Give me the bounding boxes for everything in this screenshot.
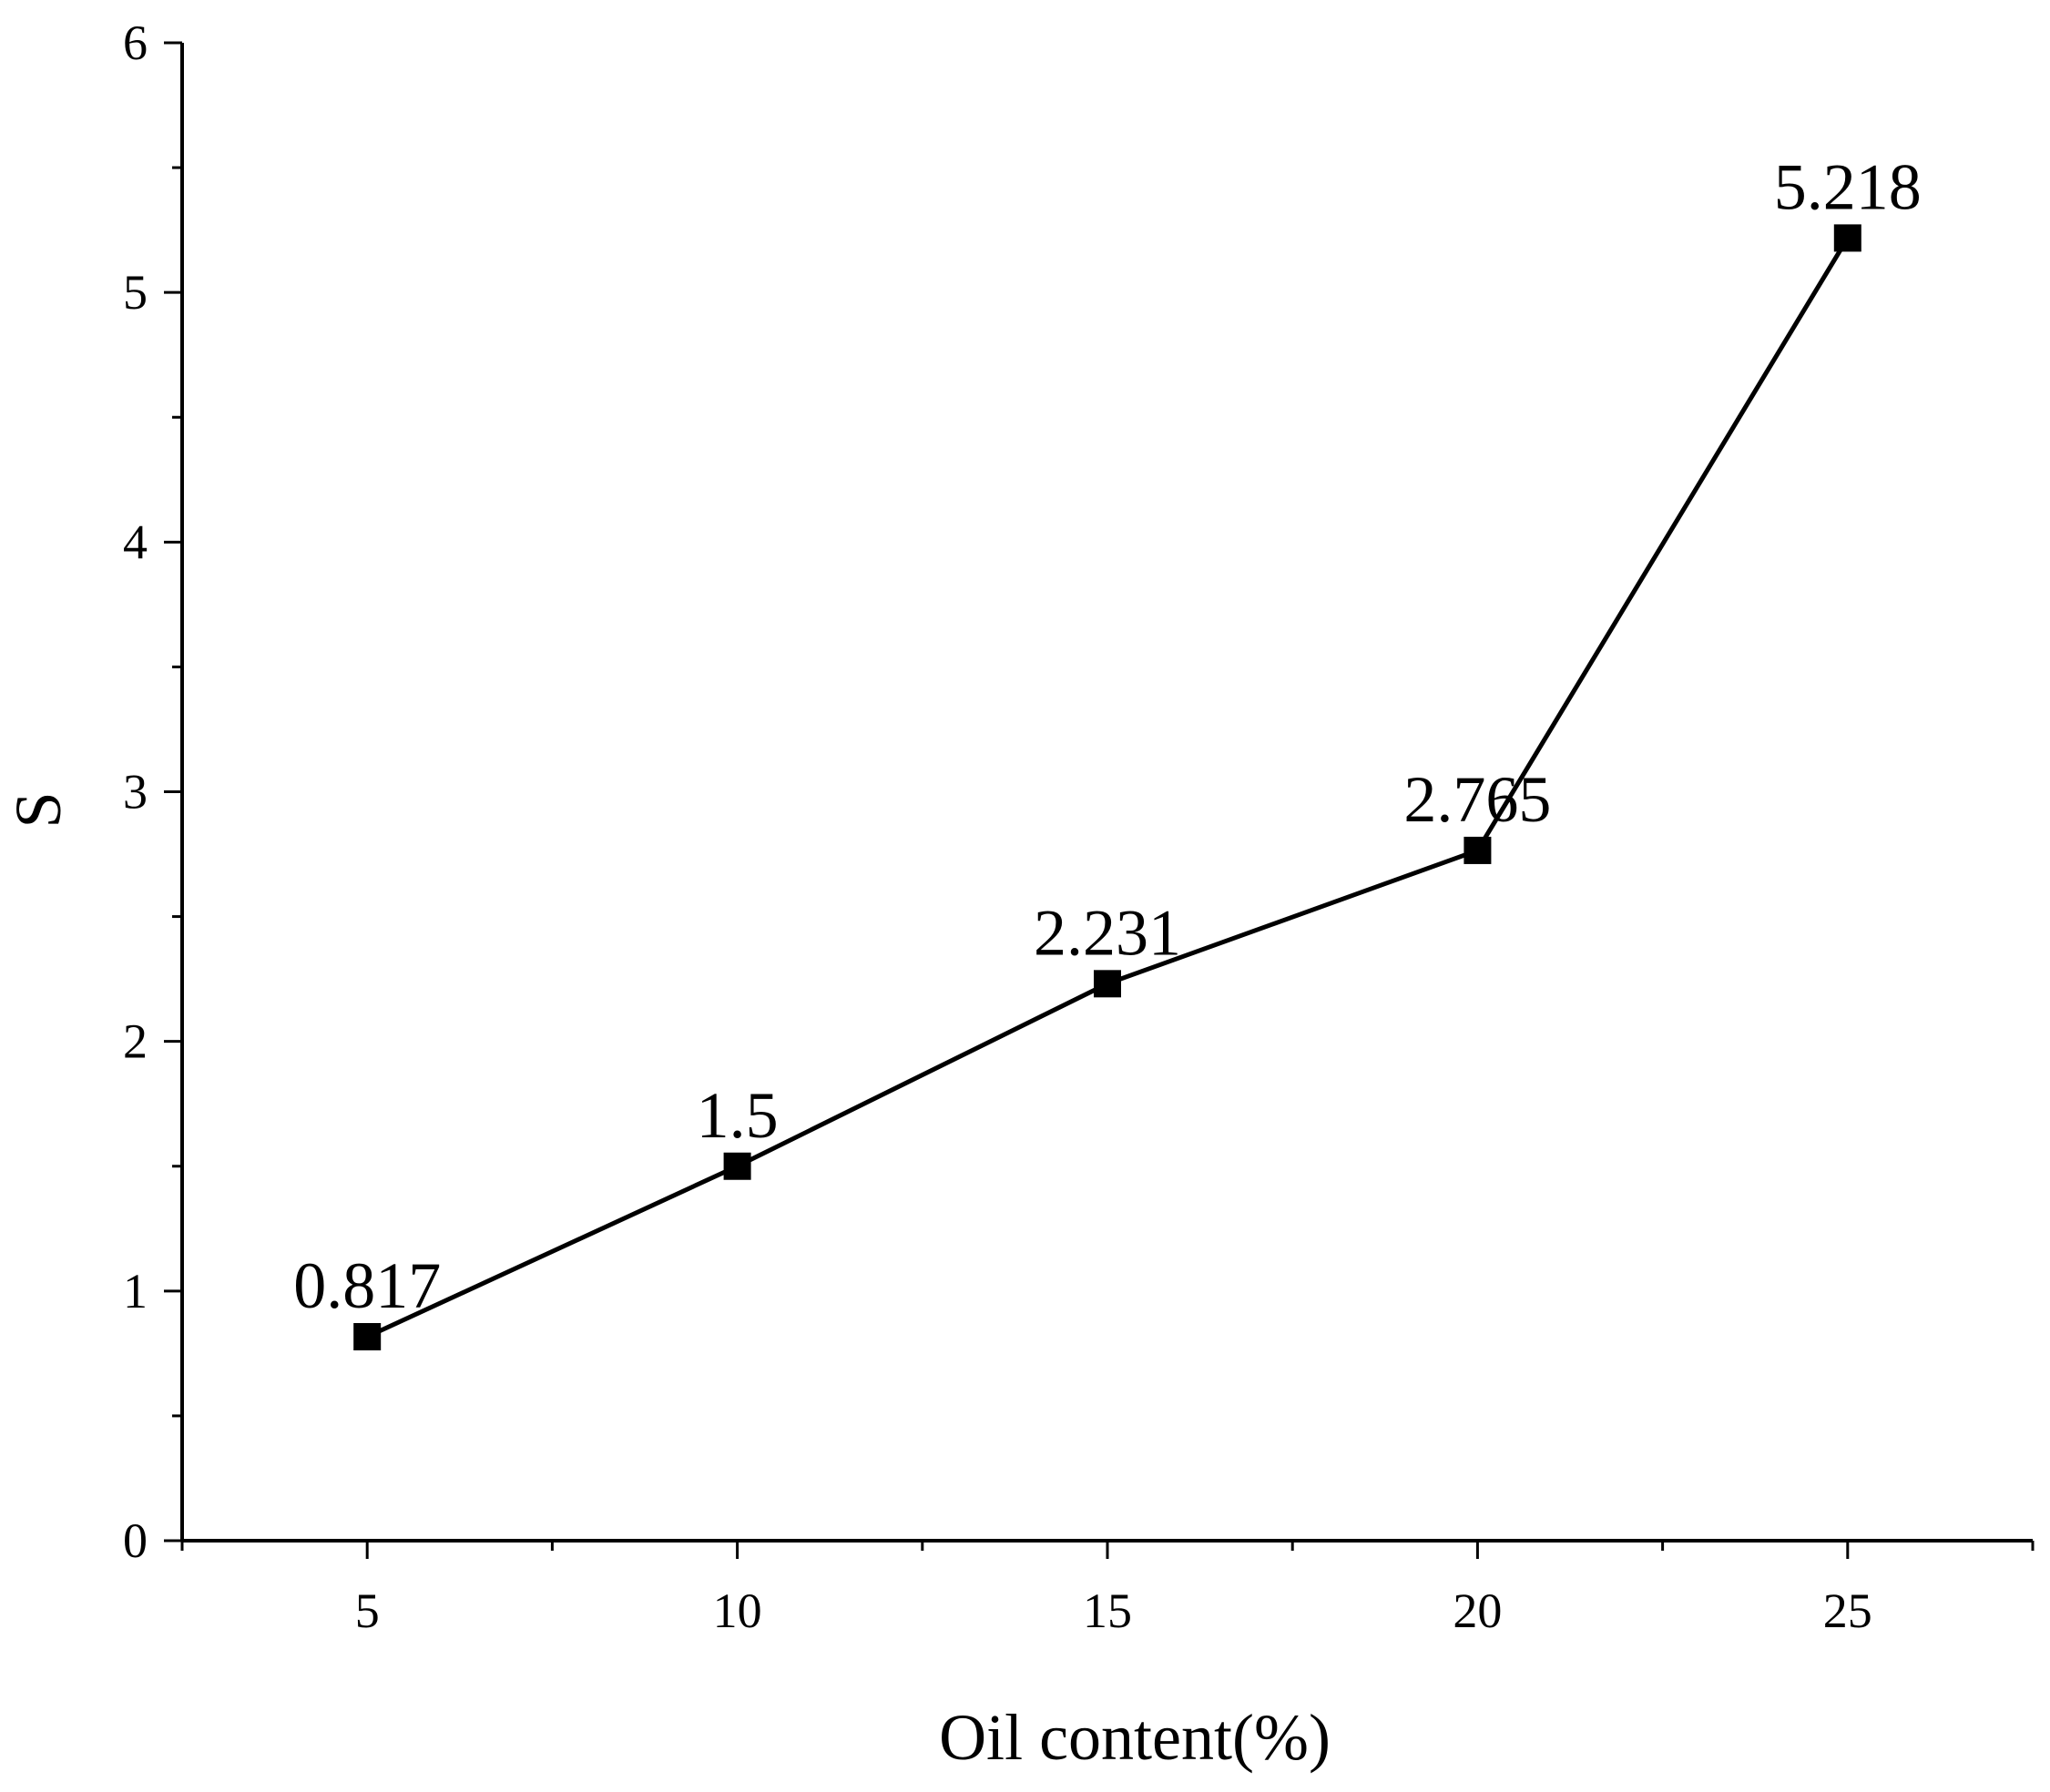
x-ticks: 5 10 15 20 25	[180, 1541, 2035, 1638]
y-tick-label: 1	[123, 1264, 148, 1319]
y-tick-label: 0	[123, 1513, 148, 1568]
data-point-marker	[1833, 224, 1861, 252]
data-point-marker	[723, 1152, 751, 1180]
x-axis-title: Oil content(%)	[939, 1701, 1331, 1774]
y-tick-label: 2	[123, 1014, 148, 1069]
y-axis-title: S	[2, 791, 75, 828]
y-ticks: 0 1 2 3 4 5 6	[123, 15, 182, 1568]
data-label: 5.218	[1774, 150, 1922, 223]
data-point-marker	[353, 1323, 382, 1351]
data-point-marker	[1094, 970, 1121, 998]
data-label: 0.817	[293, 1249, 441, 1322]
x-tick-label: 25	[1823, 1583, 1872, 1638]
y-tick-label: 5	[123, 265, 148, 320]
data-label: 2.765	[1403, 763, 1551, 836]
x-tick-label: 15	[1083, 1583, 1132, 1638]
x-tick-label: 5	[355, 1583, 380, 1638]
y-tick-label: 4	[123, 514, 148, 569]
data-label: 2.231	[1034, 896, 1181, 969]
data-label: 1.5	[697, 1079, 779, 1152]
data-point-marker	[1464, 836, 1492, 864]
x-tick-label: 20	[1453, 1583, 1502, 1638]
series-group: 0.817 1.5 2.231 2.765 5.218	[293, 150, 1922, 1351]
y-tick-label: 6	[123, 15, 148, 70]
series-line	[366, 237, 1850, 1339]
y-tick-label: 3	[123, 765, 148, 820]
axes	[180, 43, 2033, 1543]
x-tick-label: 10	[713, 1583, 762, 1638]
